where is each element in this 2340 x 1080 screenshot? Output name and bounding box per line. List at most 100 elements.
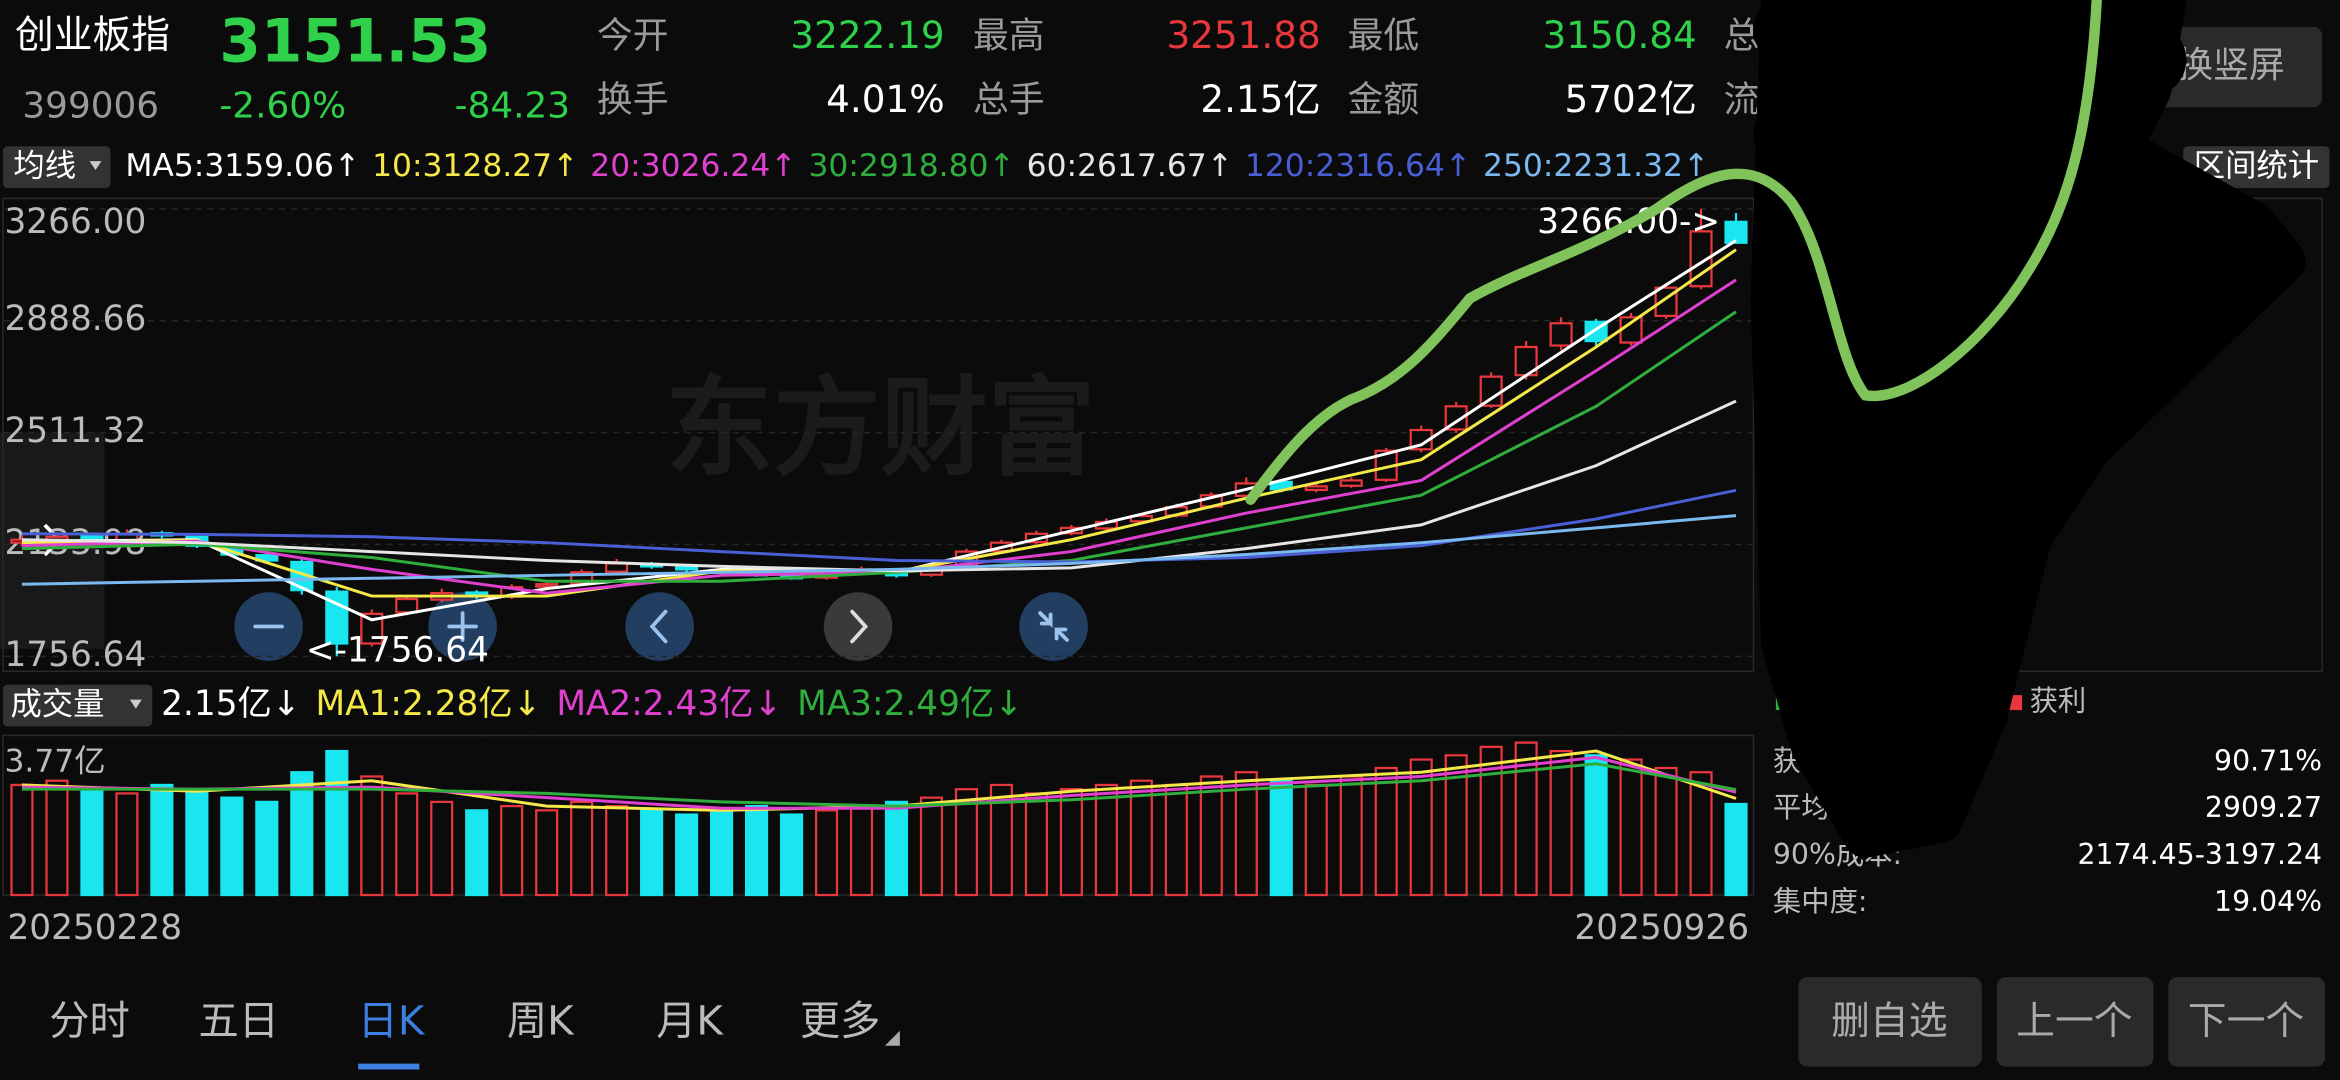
drawn-curve	[1245, 0, 2102, 505]
period-tab[interactable]: 日K	[358, 998, 426, 1044]
volume-bar	[779, 813, 804, 897]
volume-legend: 2.15亿↓	[161, 684, 300, 724]
volume-bar	[1059, 788, 1083, 897]
volume-bar	[1304, 783, 1328, 897]
interval-button[interactable]	[2183, 146, 2330, 188]
index-price: 3151.53	[219, 7, 491, 76]
volume-legend: MA3:2.49亿↓	[797, 684, 1023, 724]
volume-bar	[10, 783, 34, 897]
chip-stat-value: 90.71%	[2214, 744, 2322, 777]
candle-body	[1724, 220, 1748, 244]
volume-bar	[570, 800, 594, 897]
volume-bar	[150, 783, 174, 897]
ma-selector-label[interactable]: 均线	[13, 148, 76, 184]
more-arrow	[884, 1030, 900, 1046]
ma-legend: 60:2617.67↑	[1027, 148, 1233, 184]
x-axis-label: 20250228	[7, 908, 182, 948]
stat-label: 最高	[973, 15, 1045, 56]
y-tick-label: 2511.32	[4, 411, 146, 451]
move-right[interactable]	[823, 592, 893, 661]
action-label[interactable]: 删自选	[1831, 999, 1947, 1044]
change: -84.23	[455, 85, 570, 126]
volume-legend: MA1:2.28亿↓	[316, 684, 542, 724]
stat-label: 换手	[597, 79, 669, 120]
chip-stat-value: 2174.45-3197.24	[2078, 838, 2323, 871]
volume-bar	[290, 771, 314, 897]
action-button[interactable]	[1798, 977, 1982, 1067]
volume-bar	[1094, 783, 1118, 897]
action-button[interactable]	[1996, 977, 2154, 1067]
volume-bar	[80, 788, 104, 897]
volume-bar	[1514, 741, 1538, 897]
scribble	[1753, 0, 2276, 709]
period-tab[interactable]: 五日	[199, 998, 280, 1044]
volume-bar	[430, 800, 454, 897]
y-tick-label: 3266.00	[4, 202, 146, 242]
volume-bar	[675, 813, 699, 897]
volume-bar	[989, 783, 1013, 897]
volume-legend: MA2:2.43亿↓	[556, 684, 782, 724]
dropdown-arrow	[129, 699, 142, 709]
volume-bar	[45, 779, 69, 897]
volume-bar	[744, 804, 769, 897]
reset-zoom[interactable]	[1019, 592, 1088, 661]
volume-bar	[185, 788, 209, 897]
chip-stat-value: 19.04%	[2214, 885, 2322, 918]
volume-bar	[1409, 758, 1433, 897]
ma-legend: 120:2316.64↑	[1245, 148, 1471, 184]
volume-selector-label[interactable]: 成交量	[10, 687, 104, 723]
candle-body	[360, 612, 384, 645]
volume-bar	[919, 796, 944, 897]
ma-line	[21, 762, 1737, 808]
period-tab[interactable]: 分时	[49, 998, 130, 1044]
volume-bar	[1129, 779, 1153, 897]
candle-body	[395, 597, 419, 614]
volume-bar	[1199, 775, 1223, 897]
index-code: 399006	[22, 85, 159, 126]
period-tab[interactable]: 更多	[800, 998, 881, 1044]
ma-legend: 30:2918.80↑	[808, 148, 1014, 184]
x-axis-label: 20250926	[1574, 908, 1749, 948]
action-label[interactable]: 下一个	[2188, 999, 2304, 1044]
volume-bar	[395, 792, 419, 897]
volume-bar	[1654, 766, 1678, 897]
y-tick-label: 1756.64	[4, 635, 146, 675]
period-tab[interactable]: 月K	[656, 998, 724, 1044]
stat-value: 5702亿	[1565, 77, 1697, 121]
volume-bar	[500, 804, 524, 897]
icon	[850, 609, 869, 644]
ma-legend: MA5:3159.06↑	[125, 148, 360, 184]
ma-legend: 20:3026.24↑	[590, 148, 796, 184]
icon	[1038, 611, 1069, 642]
volume-bar	[325, 749, 349, 897]
volume-bar	[605, 804, 629, 897]
y-tick-label: 2888.66	[4, 299, 146, 339]
volume-bar	[1374, 766, 1398, 897]
move-left[interactable]	[625, 592, 694, 661]
ma-selector[interactable]	[2, 146, 111, 188]
volume-bar	[954, 788, 979, 897]
stat-value: 2.15亿	[1200, 77, 1320, 121]
volume-bar	[115, 792, 139, 897]
stat-value: 4.01%	[826, 77, 945, 121]
period-tab[interactable]: 周K	[507, 998, 575, 1044]
volume-bar	[255, 800, 279, 897]
volume-bar	[1024, 792, 1048, 897]
candle-body	[1129, 514, 1153, 523]
volume-bar	[1619, 758, 1643, 897]
volume-bar	[1269, 779, 1293, 897]
ma-legend: 10:3128.27↑	[372, 148, 578, 184]
volume-bar	[1234, 771, 1258, 897]
volume-bar	[1339, 775, 1363, 897]
candle-body	[535, 583, 559, 588]
index-name: 创业板指	[15, 13, 170, 58]
volume-bar	[814, 809, 839, 897]
action-button[interactable]	[2168, 977, 2326, 1067]
volume-bar	[640, 809, 664, 897]
volume-selector[interactable]	[2, 684, 153, 727]
candle-body	[1304, 485, 1328, 492]
stat-value: 3251.88	[1166, 13, 1320, 57]
action-label[interactable]: 上一个	[2016, 999, 2132, 1044]
stat-label: 总手	[973, 79, 1045, 120]
